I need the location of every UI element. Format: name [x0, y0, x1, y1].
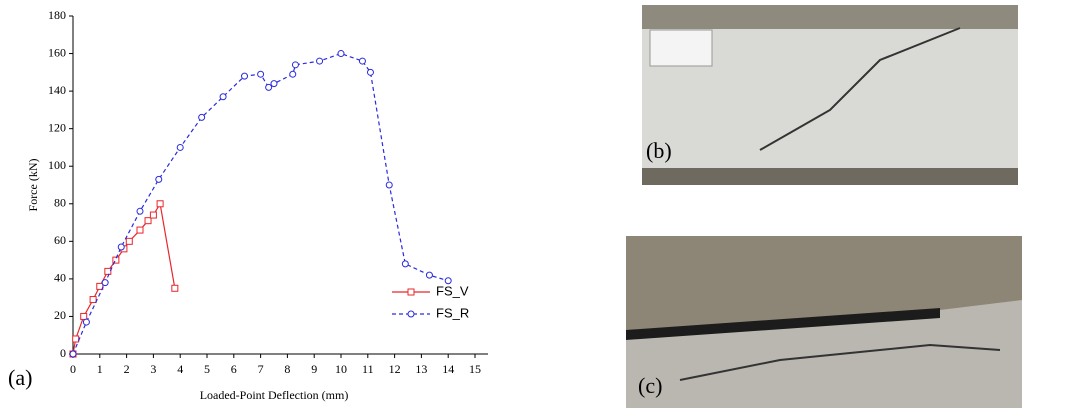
marker	[337, 50, 345, 58]
marker	[117, 243, 125, 251]
marker	[136, 207, 144, 215]
marker	[401, 260, 409, 268]
marker	[385, 181, 393, 189]
y-axis-label: Force (kN)	[26, 159, 40, 212]
y-tick-label: 40	[54, 271, 66, 285]
legend-label: FS_V	[436, 283, 469, 298]
x-axis-label: Loaded-Point Deflection (mm)	[200, 388, 349, 402]
marker	[316, 57, 324, 65]
marker	[257, 70, 265, 78]
marker	[104, 267, 112, 275]
marker	[407, 288, 415, 296]
series-line	[72, 52, 449, 355]
marker	[289, 70, 297, 78]
photo-b	[642, 5, 1018, 185]
x-tick-label: 8	[284, 362, 290, 376]
marker	[425, 271, 433, 279]
marker	[270, 80, 278, 88]
marker	[155, 175, 163, 183]
marker	[171, 284, 179, 292]
y-tick-label: 140	[48, 83, 66, 97]
x-tick-label: 11	[362, 362, 374, 376]
marker	[89, 296, 97, 304]
marker	[144, 217, 152, 225]
marker	[265, 83, 273, 91]
marker	[69, 350, 77, 358]
y-tick-label: 60	[54, 233, 66, 247]
panel-label: (a)	[8, 365, 32, 390]
x-tick-label: 14	[442, 362, 454, 376]
x-tick-label: 6	[231, 362, 237, 376]
marker	[82, 318, 90, 326]
y-tick-label: 120	[48, 120, 66, 134]
marker	[101, 279, 109, 287]
marker	[291, 61, 299, 69]
marker	[149, 211, 157, 219]
marker	[444, 277, 452, 285]
marker	[176, 143, 184, 151]
x-tick-label: 0	[70, 362, 76, 376]
x-tick-label: 12	[389, 362, 401, 376]
y-tick-label: 0	[60, 346, 66, 360]
marker	[407, 310, 415, 318]
marker	[156, 200, 164, 208]
marker	[125, 237, 133, 245]
marker	[112, 256, 120, 264]
y-tick-label: 80	[54, 196, 66, 210]
marker	[366, 68, 374, 76]
x-tick-label: 4	[177, 362, 183, 376]
x-tick-label: 15	[469, 362, 481, 376]
y-tick-label: 160	[48, 45, 66, 59]
panel-label: (b)	[646, 138, 672, 163]
y-tick-label: 20	[54, 308, 66, 322]
x-tick-label: 5	[204, 362, 210, 376]
legend-label: FS_R	[436, 305, 469, 320]
x-tick-label: 13	[415, 362, 427, 376]
series-line	[72, 202, 176, 355]
marker	[136, 226, 144, 234]
photo-c	[626, 236, 1022, 408]
marker	[198, 113, 206, 121]
y-tick-label: 100	[48, 158, 66, 172]
marker	[72, 335, 80, 343]
marker	[241, 72, 249, 80]
x-tick-label: 1	[97, 362, 103, 376]
x-tick-label: 3	[150, 362, 156, 376]
x-tick-label: 7	[258, 362, 264, 376]
marker	[358, 57, 366, 65]
y-tick-label: 180	[48, 8, 66, 22]
x-tick-label: 10	[335, 362, 347, 376]
marker	[219, 93, 227, 101]
x-tick-label: 2	[124, 362, 130, 376]
panel-label: (c)	[638, 373, 662, 398]
marker	[80, 312, 88, 320]
x-tick-label: 9	[311, 362, 317, 376]
